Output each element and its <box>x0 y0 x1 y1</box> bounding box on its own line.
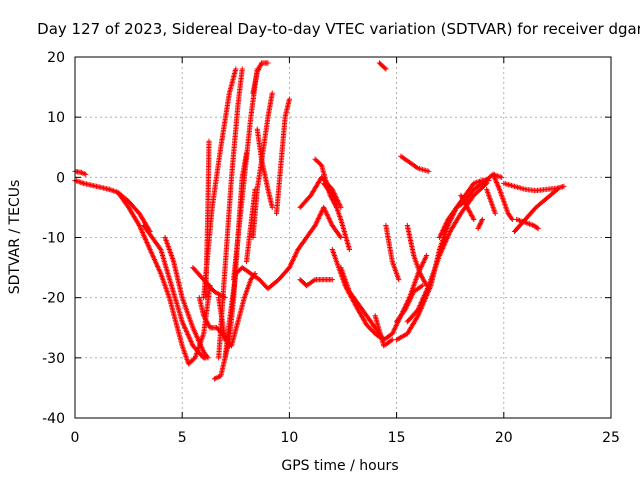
data-point <box>157 245 163 251</box>
data-point <box>383 66 389 72</box>
data-point <box>492 210 498 217</box>
data-point <box>553 187 559 193</box>
data-track <box>231 150 250 283</box>
x-tick-label: 5 <box>178 430 187 446</box>
data-point <box>388 338 394 344</box>
data-point <box>239 66 245 72</box>
data-point <box>83 171 89 177</box>
data-track <box>394 177 492 343</box>
data-track <box>484 186 498 217</box>
ticks: 0 5 10 15 20 25 20 10 0 -10 -20 -30 -40 <box>42 50 620 446</box>
grid <box>75 57 611 418</box>
data-point <box>269 90 275 96</box>
data-track <box>376 60 389 72</box>
data-point <box>414 164 420 171</box>
data-point <box>426 168 432 174</box>
data-point <box>418 283 424 290</box>
data-track <box>394 283 425 325</box>
data-point <box>329 277 335 283</box>
data-track <box>216 66 245 361</box>
data-points <box>72 60 567 382</box>
y-tick-label: -10 <box>42 231 65 247</box>
data-point <box>233 66 239 72</box>
data-point <box>561 183 567 189</box>
data-point <box>346 246 353 253</box>
x-axis-label: GPS time / hours <box>281 458 398 474</box>
data-track <box>203 138 212 301</box>
data-point <box>499 174 505 180</box>
data-track <box>273 96 292 217</box>
data-point <box>243 150 250 156</box>
data-point <box>328 191 335 197</box>
y-tick-label: 0 <box>56 170 65 186</box>
data-track <box>383 222 402 283</box>
y-tick-label: 10 <box>47 110 65 126</box>
data-track <box>321 180 353 253</box>
y-tick-label: -30 <box>42 351 65 367</box>
data-point <box>508 215 515 221</box>
data-point <box>286 96 292 102</box>
y-axis-label: SDTVAR / TECUs <box>7 180 23 295</box>
x-tick-label: 15 <box>388 430 406 446</box>
data-track <box>201 66 239 301</box>
chart-title: Day 127 of 2023, Sidereal Day-to-day VTE… <box>37 20 640 38</box>
data-point <box>534 225 540 231</box>
data-point <box>424 252 430 259</box>
data-track <box>475 216 485 232</box>
data-track <box>297 277 335 289</box>
y-tick-label: -40 <box>42 411 65 427</box>
data-point <box>479 216 485 223</box>
data-track <box>190 264 228 301</box>
data-point <box>205 355 211 361</box>
x-tick-label: 10 <box>280 430 298 446</box>
data-track <box>196 295 232 349</box>
data-point <box>382 65 388 71</box>
data-point <box>206 138 212 144</box>
data-track <box>404 222 430 289</box>
x-tick-label: 0 <box>71 430 80 446</box>
data-point <box>396 277 402 283</box>
data-track <box>250 60 271 96</box>
data-point <box>265 60 271 66</box>
data-track <box>162 234 211 361</box>
x-tick-label: 20 <box>495 430 513 446</box>
data-point <box>554 186 560 192</box>
data-track <box>286 204 344 271</box>
data-track <box>398 153 432 174</box>
data-point <box>337 233 343 239</box>
data-point <box>269 204 275 211</box>
data-track <box>250 90 275 241</box>
data-track <box>490 171 515 223</box>
data-point <box>252 271 258 277</box>
data-point <box>338 234 344 241</box>
data-track <box>511 186 560 235</box>
data-point <box>471 216 477 223</box>
data-track <box>372 313 395 349</box>
y-tick-label: -20 <box>42 291 65 307</box>
data-point <box>535 225 541 232</box>
data-track <box>514 216 541 232</box>
data-track <box>458 192 477 223</box>
y-tick-label: 20 <box>47 50 65 66</box>
data-point <box>204 354 210 360</box>
data-point <box>251 272 257 278</box>
x-tick-label: 25 <box>602 430 620 446</box>
data-track <box>404 180 490 325</box>
data-point <box>311 277 317 284</box>
